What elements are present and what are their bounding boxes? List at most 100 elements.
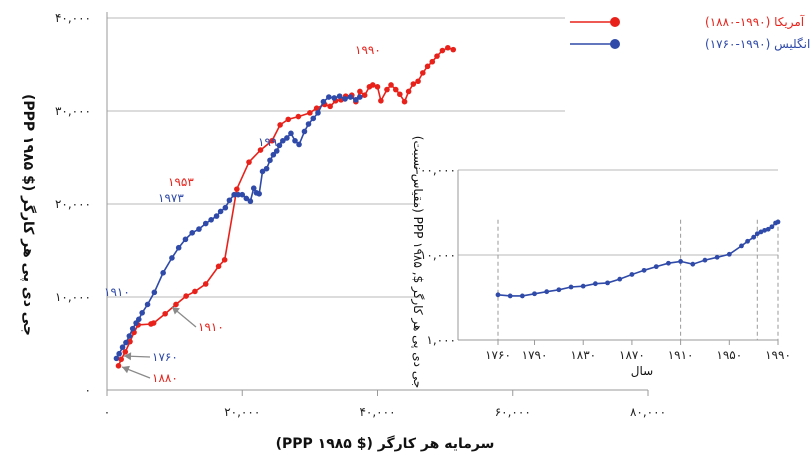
usa-point (450, 46, 457, 53)
usa-point (392, 86, 399, 93)
usa-point (327, 103, 333, 110)
main-x-tick-label: ۶۰,۰۰۰ (495, 405, 531, 419)
main-x-tick-label: ۴۰,۰۰۰ (359, 405, 395, 419)
uk-point (357, 94, 363, 100)
usa-point (202, 281, 209, 287)
uk-point (250, 185, 257, 191)
uk-point (353, 97, 359, 103)
inset-x-tick-label: ۱۷۶۰ (485, 348, 511, 362)
usa-point (150, 320, 157, 326)
inset-uk-point (580, 283, 586, 289)
uk-series-line (115, 95, 361, 359)
uk-point (342, 96, 348, 102)
legend-marker-uk (610, 39, 620, 49)
uk-point (326, 94, 332, 100)
inset-uk-point (726, 251, 732, 257)
usa-point (115, 363, 122, 369)
uk-point (292, 137, 298, 144)
usa-1910-arrow-head (172, 307, 180, 315)
usa-point (361, 92, 368, 98)
usa-point (183, 293, 189, 299)
uk-point (235, 191, 241, 198)
uk-point (217, 208, 224, 215)
inset-uk-point (592, 281, 598, 287)
main-y-tick-label: ۳۰,۰۰۰ (55, 104, 91, 118)
main-chart-series (113, 44, 457, 369)
uk-point (119, 344, 126, 351)
inset-x-tick-label: ۱۹۵۰ (716, 348, 742, 362)
usa-point (374, 84, 381, 90)
usa-point (357, 88, 363, 95)
inset-uk-point (678, 259, 684, 264)
uk-point (331, 95, 338, 101)
uk-point (202, 220, 209, 227)
main-y-tick-label: ۴۰,۰۰۰ (55, 11, 91, 25)
uk-point (247, 198, 254, 205)
uk-point (182, 236, 189, 243)
inset-uk-point (653, 264, 659, 270)
usa-point (397, 91, 403, 98)
inset-x-tick-label: ۱۹۹۰ (765, 348, 791, 362)
usa-point (429, 58, 436, 65)
inset-chart-axes (457, 170, 779, 345)
inset-y-tick-label: ۱۰۰,۰۰۰ (414, 163, 457, 177)
uk-point (288, 130, 294, 137)
inset-x-tick-label: ۱۹۱۰ (668, 348, 694, 362)
usa-series-line (117, 46, 454, 367)
uk-point (284, 135, 290, 141)
usa-point (439, 47, 446, 54)
uk-point (273, 148, 280, 154)
inset-y-tick-label: ۱۰,۰۰۰ (420, 248, 456, 262)
uk-point (113, 355, 120, 362)
uk-point (135, 316, 142, 323)
inset-uk-point (690, 261, 696, 267)
uk-point (189, 230, 196, 236)
uk-label-1910: ۱۹۱۰ (104, 285, 130, 299)
inset-x-tick-label: ۱۸۳۰ (570, 348, 596, 362)
uk-point (160, 270, 166, 276)
inset-uk-point (495, 292, 501, 298)
main-chart-annotations: ۱۹۹۰ ۱۹۵۳ ۱۹۱۰ ۱۸۸۰ ۱۹۹۰ ۱۹۷۳ ۱۹۱۰ ۱۷۶۰ (104, 43, 381, 385)
uk-point (231, 191, 237, 198)
usa-point (434, 53, 440, 59)
main-chart-axes (106, 12, 649, 396)
uk-point (196, 226, 202, 232)
usa-point (221, 257, 228, 263)
inset-chart-tick-labels: ۱,۰۰۰ ۱۰,۰۰۰ ۱۰۰,۰۰۰ ۱۷۶۰ ۱۷۹۰ ۱۸۳۰ ۱۸۷۰ ۱۹۱۰ ۱۹… (414, 163, 791, 362)
inset-uk-point (762, 227, 768, 233)
uk-point (226, 197, 233, 204)
uk-point (296, 141, 302, 148)
main-x-tick-label: ۲۰,۰۰۰ (224, 405, 260, 419)
inset-uk-point (544, 289, 550, 295)
main-y-tick-label: ۲۰,۰۰۰ (55, 197, 91, 211)
inset-uk-point (754, 231, 760, 237)
uk-point (347, 94, 354, 100)
usa-point (234, 186, 240, 192)
uk-point (126, 333, 133, 339)
usa-point (313, 105, 320, 112)
usa-point (277, 122, 283, 128)
uk-point (305, 121, 312, 127)
inset-uk-point (714, 254, 720, 260)
uk-point (267, 157, 273, 164)
legend-label-uk: انگلیس (۱۹۹۰-۱۷۶۰) (705, 37, 810, 52)
usa-point (257, 147, 264, 153)
legend: آمریکا (۱۹۹۰-۱۸۸۰) انگلیس (۱۹۹۰-۱۷۶۰) (570, 14, 810, 52)
uk-point (222, 204, 229, 211)
usa-point (246, 159, 252, 165)
inset-uk-point (641, 267, 647, 273)
uk-label-1760: ۱۷۶۰ (152, 350, 178, 364)
usa-point (420, 70, 426, 76)
inset-uk-point (769, 224, 775, 230)
usa-label-1990: ۱۹۹۰ (355, 43, 381, 57)
usa-1880-arrow-head (122, 365, 130, 374)
usa-point (410, 81, 417, 87)
inset-y-axis-title: جی دی پی هر کارگر $, PPP ۱۹۸۵ (مقیاس نسب… (410, 136, 425, 388)
uk-point (213, 213, 220, 219)
inset-x-tick-label: ۱۸۷۰ (619, 348, 645, 362)
usa-point (388, 82, 394, 88)
usa-label-1953: ۱۹۵۳ (168, 175, 194, 189)
uk-point (280, 137, 286, 144)
main-x-tick-label: ۸۰,۰۰۰ (630, 405, 666, 419)
usa-point (295, 113, 302, 120)
